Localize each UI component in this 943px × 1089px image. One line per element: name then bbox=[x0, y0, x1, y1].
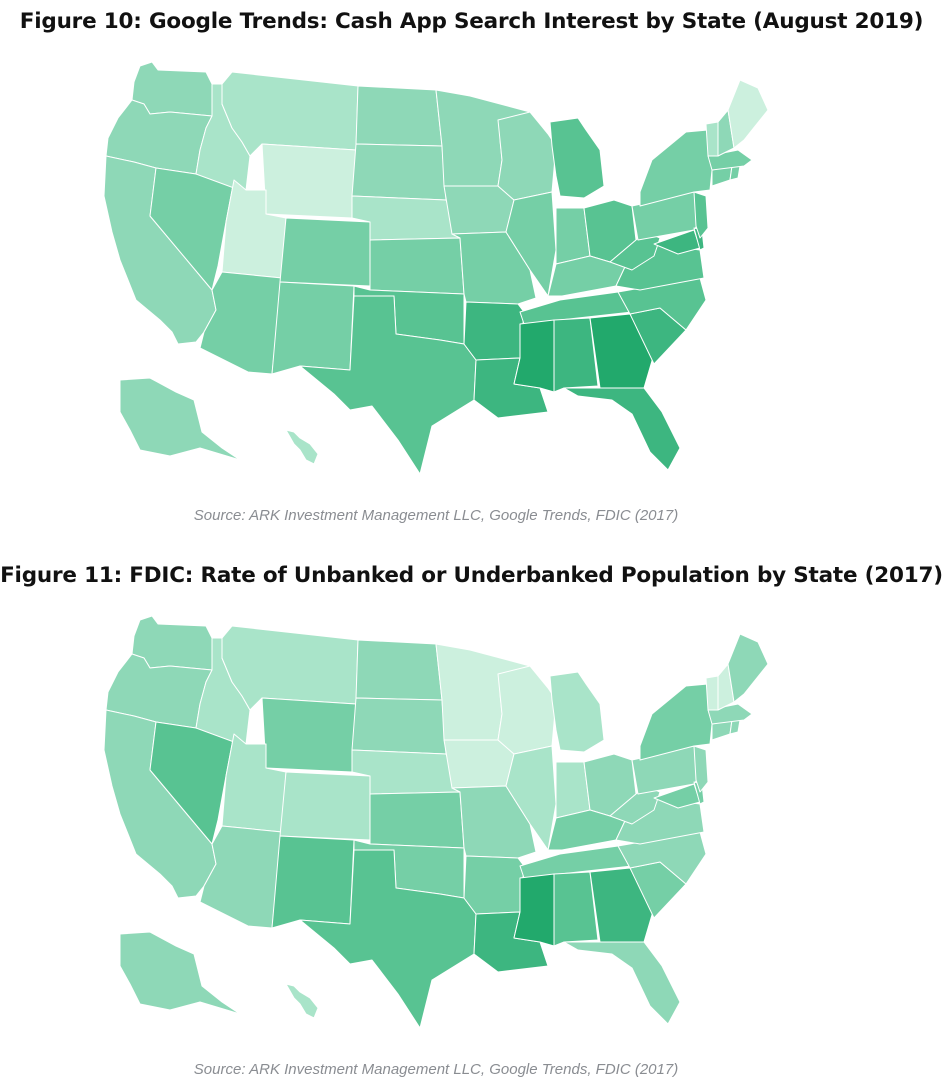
fig10-state-nd bbox=[355, 85, 443, 147]
fig10-state-fl bbox=[563, 387, 681, 471]
fig10-state-co bbox=[279, 217, 371, 287]
fig10-state-mi bbox=[549, 117, 605, 199]
fig10-state-sd bbox=[351, 143, 447, 201]
fig11-state-co bbox=[279, 771, 371, 841]
fig11-state-al bbox=[553, 871, 599, 947]
fig11-state-wi bbox=[497, 665, 557, 755]
fig10-state-nm bbox=[271, 281, 355, 375]
fig10-state-me bbox=[727, 79, 769, 149]
fig11-state-ks bbox=[369, 791, 465, 849]
fig10-state-mt bbox=[221, 71, 359, 157]
figure-11-source: Source: ARK Investment Management LLC, G… bbox=[193, 1061, 679, 1078]
fig10-state-ar bbox=[463, 301, 525, 361]
fig11-state-sd bbox=[351, 697, 447, 755]
fig11-state-mi bbox=[549, 671, 605, 753]
fig11-state-ga bbox=[589, 867, 655, 943]
figure-10-map bbox=[103, 61, 769, 475]
figure-11-title: Figure 11: FDIC: Rate of Unbanked or Und… bbox=[0, 563, 943, 588]
fig11-state-wv bbox=[609, 785, 661, 825]
fig10-state-ia bbox=[443, 185, 515, 235]
fig11-state-vt bbox=[705, 675, 719, 711]
fig11-state-ri bbox=[729, 719, 741, 735]
fig10-state-nj bbox=[693, 191, 709, 239]
fig10-state-hi bbox=[285, 429, 319, 465]
fig10-state-ks bbox=[369, 237, 465, 295]
figure-11-map bbox=[103, 615, 769, 1029]
fig11-state-nd bbox=[355, 639, 443, 701]
fig11-state-hi bbox=[285, 983, 319, 1019]
figure-10-title: Figure 10: Google Trends: Cash App Searc… bbox=[19, 9, 924, 34]
fig11-state-ak bbox=[119, 931, 241, 1015]
fig11-state-wy bbox=[261, 697, 357, 773]
fig10-state-wv bbox=[609, 231, 661, 271]
fig10-state-al bbox=[553, 317, 599, 393]
fig10-state-vt bbox=[705, 121, 719, 157]
fig11-state-ia bbox=[443, 739, 515, 789]
fig10-state-ms bbox=[513, 319, 555, 393]
fig11-state-mt bbox=[221, 625, 359, 711]
fig10-state-ri bbox=[729, 165, 741, 181]
fig11-state-ms bbox=[513, 873, 555, 947]
fig10-state-ak bbox=[119, 377, 241, 461]
fig10-state-wy bbox=[261, 143, 357, 219]
fig11-state-fl bbox=[563, 941, 681, 1025]
fig11-state-ar bbox=[463, 855, 525, 915]
figure-10-source: Source: ARK Investment Management LLC, G… bbox=[193, 507, 679, 524]
fig10-state-ga bbox=[589, 313, 655, 389]
fig11-state-me bbox=[727, 633, 769, 703]
fig11-state-nj bbox=[693, 745, 709, 793]
fig10-state-wi bbox=[497, 111, 557, 201]
fig11-state-nm bbox=[271, 835, 355, 929]
